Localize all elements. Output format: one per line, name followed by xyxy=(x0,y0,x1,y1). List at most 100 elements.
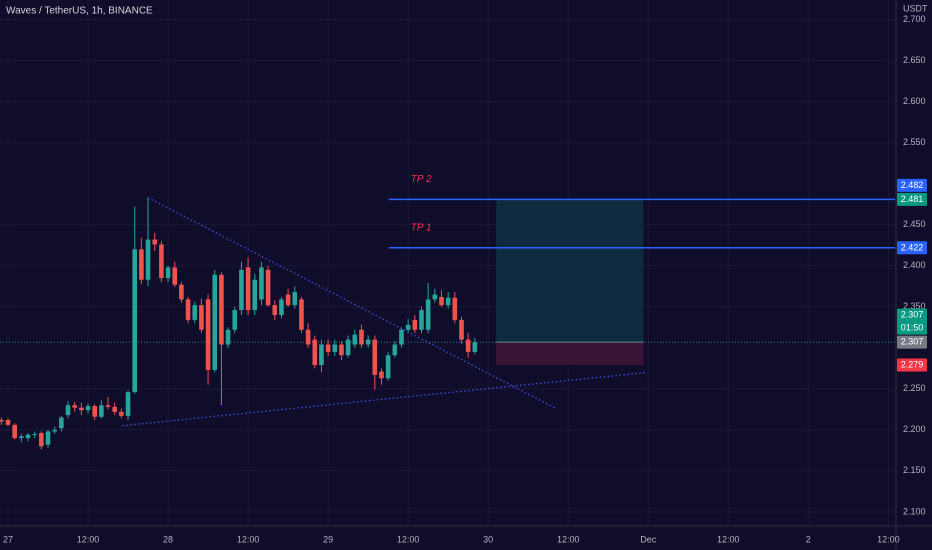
x-tick-label: 12:00 xyxy=(877,534,900,544)
candle-body xyxy=(345,339,351,356)
price-label-box xyxy=(897,192,927,206)
candle-body xyxy=(372,339,378,375)
candle-body xyxy=(245,267,251,311)
candle-body xyxy=(312,339,318,366)
candle-body xyxy=(365,339,371,345)
candle-body xyxy=(72,405,77,408)
candle-body xyxy=(172,267,178,285)
candle-body xyxy=(339,344,344,356)
candle-body xyxy=(19,436,24,439)
currency-label: USDT xyxy=(903,3,928,13)
y-tick-label: 2.250 xyxy=(903,383,926,393)
y-tick-label: 2.450 xyxy=(903,219,926,229)
y-tick-label: 2.100 xyxy=(903,506,926,516)
candle-body xyxy=(419,310,424,330)
x-tick-label: 29 xyxy=(323,534,333,544)
price-label-box xyxy=(897,178,927,192)
candle-body xyxy=(152,239,158,245)
candle-body xyxy=(452,297,458,320)
trendline xyxy=(147,197,556,409)
candle-body xyxy=(445,297,451,306)
candle-body xyxy=(185,299,191,320)
candle-body xyxy=(305,329,311,345)
candle-body xyxy=(239,269,244,311)
candle-body xyxy=(292,292,298,306)
price-label-box xyxy=(897,335,927,349)
candle-body xyxy=(0,420,4,422)
candle-body xyxy=(59,417,64,429)
candle-body xyxy=(179,284,184,300)
plot: TP 2 TP 1 xyxy=(0,174,895,450)
tp-label: TP 2 xyxy=(411,174,432,185)
candle-body xyxy=(379,371,384,379)
candle-body xyxy=(79,407,84,411)
candle-body xyxy=(119,411,124,416)
candle-body xyxy=(352,334,358,345)
chart-title: Waves / TetherUS, 1h, BINANCE xyxy=(6,6,153,17)
candle-body xyxy=(432,294,438,300)
candle-body xyxy=(299,299,304,330)
x-tick-label: 12:00 xyxy=(77,534,100,544)
x-tick-label: 12:00 xyxy=(557,534,580,544)
candle-body xyxy=(99,405,104,417)
candle-body xyxy=(385,355,391,379)
candle-body xyxy=(45,431,51,445)
candle-body xyxy=(285,294,291,306)
candle-body xyxy=(145,239,151,280)
candle-body xyxy=(125,392,131,416)
price-label: 2.481 xyxy=(901,194,924,204)
candle-body xyxy=(425,299,431,330)
candle-body xyxy=(405,324,411,330)
candle-body xyxy=(392,344,398,356)
candle-body xyxy=(159,244,164,279)
candle-body xyxy=(205,299,211,370)
candle-body xyxy=(259,267,264,300)
candle-body xyxy=(319,344,324,366)
price-label: 2.482 xyxy=(901,180,924,190)
price-label: 2.422 xyxy=(901,242,924,252)
y-tick-label: 2.600 xyxy=(903,96,926,106)
countdown-label: 01:50 xyxy=(901,322,924,332)
candle-body xyxy=(39,433,44,447)
candle-body xyxy=(65,405,71,416)
x-tick-label: 2 xyxy=(806,534,811,544)
y-tick-label: 2.350 xyxy=(903,301,926,311)
x-tick-label: 12:00 xyxy=(237,534,260,544)
candle-body xyxy=(272,305,278,315)
x-tick-label: 12:00 xyxy=(717,534,740,544)
candle-body xyxy=(5,420,11,425)
y-tick-label: 2.200 xyxy=(903,424,926,434)
y-tick-label: 2.150 xyxy=(903,465,926,475)
y-tick-label: 2.700 xyxy=(903,14,926,24)
candle-body xyxy=(192,305,198,320)
candle-body xyxy=(265,269,271,306)
x-tick-label: 12:00 xyxy=(397,534,420,544)
candle-body xyxy=(232,310,238,330)
candle-body xyxy=(85,406,91,411)
candle-body xyxy=(105,405,111,407)
candle-body xyxy=(412,319,418,330)
candle-body xyxy=(325,344,331,352)
price-label: 2.307 xyxy=(901,337,924,347)
price-label-box xyxy=(897,241,927,255)
x-tick-label: 28 xyxy=(163,534,173,544)
y-tick-label: 2.650 xyxy=(903,55,926,65)
candle-body xyxy=(465,339,471,352)
price-label: 2.279 xyxy=(901,360,924,370)
candle-body xyxy=(439,296,444,306)
candle-body xyxy=(212,274,218,370)
stop-zone xyxy=(496,342,644,366)
candle-body xyxy=(252,279,258,311)
candle-body xyxy=(165,267,171,279)
price-label: 2.307 xyxy=(901,310,924,320)
candle-body xyxy=(279,299,284,315)
candle-body xyxy=(219,274,224,345)
candle-body xyxy=(399,329,404,345)
tp-label: TP 1 xyxy=(411,222,432,233)
candle-body xyxy=(32,433,37,435)
x-tick-label: 30 xyxy=(483,534,493,544)
candle-body xyxy=(472,342,478,352)
price-label-box xyxy=(897,308,927,335)
